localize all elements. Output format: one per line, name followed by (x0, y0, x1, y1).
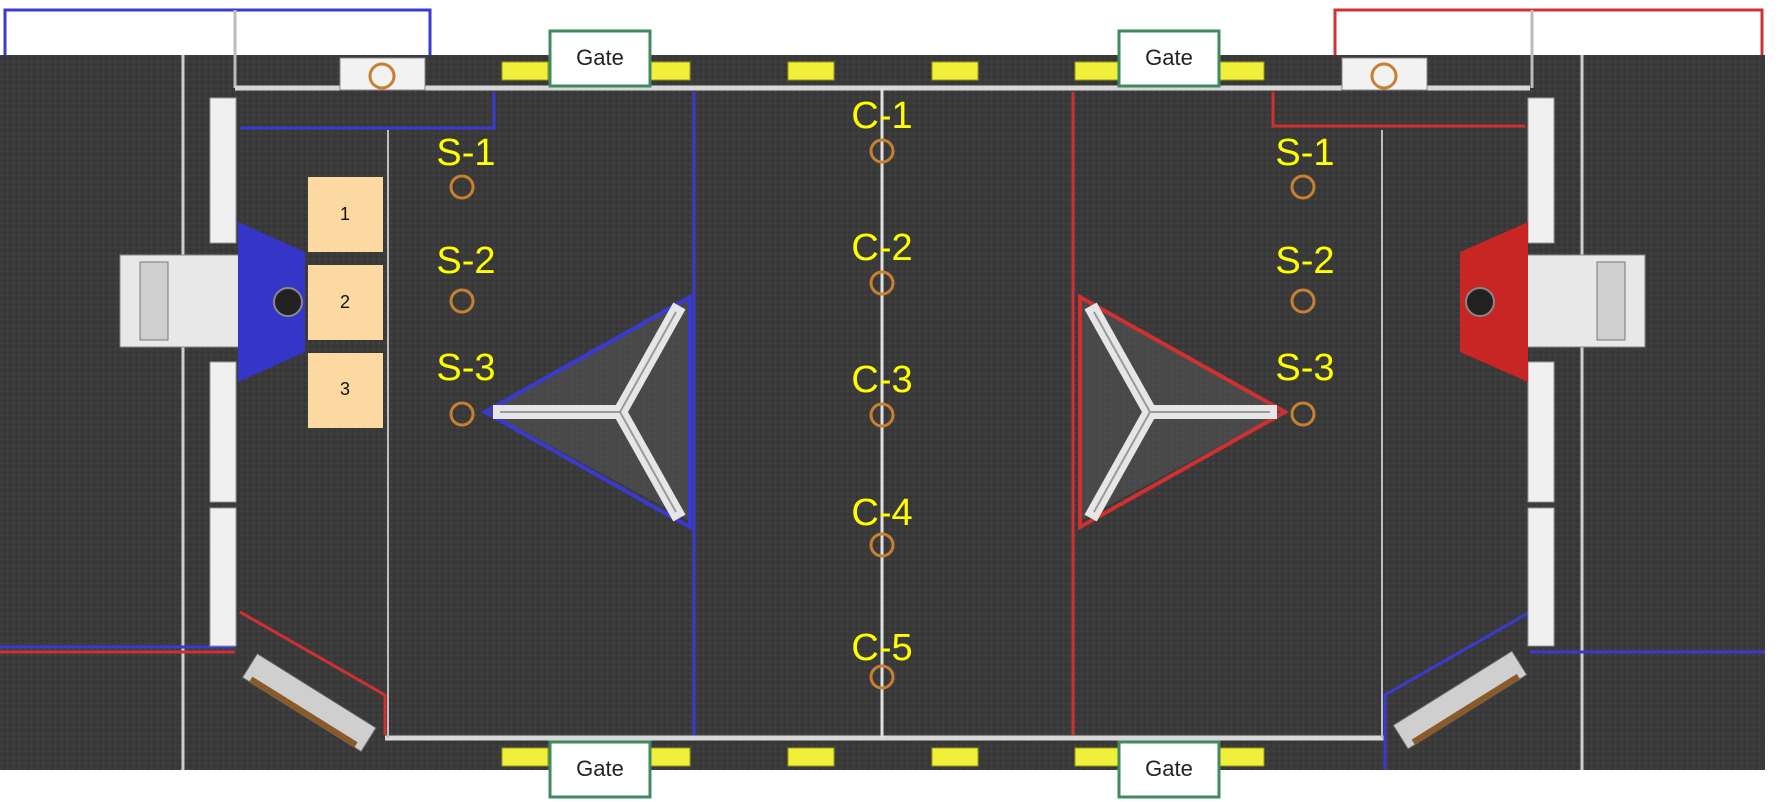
wall-left-upper (209, 97, 237, 244)
spot-label: S-3 (1275, 347, 1334, 389)
start-position-label: 1 (340, 204, 350, 224)
center-spot-c1: C-1 (851, 95, 913, 164)
spot-label: C-3 (851, 359, 912, 401)
right-spot-s3: S-3 (1275, 347, 1335, 427)
start-position-label: 3 (340, 379, 350, 399)
center-spot-c5: C-5 (851, 627, 913, 690)
bottom-right-corner-goal (1392, 650, 1528, 750)
blue-top-box (3, 8, 432, 55)
right-spot-s1: S-1 (1275, 132, 1335, 200)
wall-right-lower (1527, 507, 1555, 647)
center-spot-c4: C-4 (851, 492, 913, 558)
red-top-box (1333, 8, 1764, 55)
spot-label: S-1 (436, 132, 495, 174)
red-center-structure (1078, 293, 1290, 531)
yellow-markers-top (501, 61, 1265, 81)
spot-label: C-5 (851, 627, 912, 669)
wall-left-lower (209, 507, 237, 647)
gate-bottom-right: Gate (1117, 740, 1221, 799)
left-spot-s3: S-3 (436, 347, 496, 427)
blue-center-structure (480, 293, 692, 531)
left-spot-s2: S-2 (436, 240, 496, 314)
start-position-3: 3 (308, 353, 383, 428)
wall-right-mid (1527, 361, 1555, 503)
top-left-goal (339, 57, 426, 91)
spot-label: S-2 (436, 240, 495, 282)
center-spot-c3: C-3 (851, 359, 913, 428)
right-spot-s2: S-2 (1275, 240, 1335, 314)
gate-top-right: Gate (1117, 29, 1221, 88)
start-position-label: 2 (340, 292, 350, 312)
gate-label: Gate (576, 45, 624, 70)
start-position-2: 2 (308, 265, 383, 340)
spot-label: C-1 (851, 95, 912, 137)
center-spot-c2: C-2 (851, 227, 913, 296)
spot-label: S-3 (436, 347, 495, 389)
wall-right-upper (1527, 97, 1555, 244)
gate-label: Gate (1145, 756, 1193, 781)
blue-lower-right-line (1383, 610, 1531, 770)
left-spot-s1: S-1 (436, 132, 496, 200)
yellow-markers-bottom (501, 747, 1265, 767)
top-right-goal (1341, 57, 1428, 91)
spot-label: C-4 (851, 492, 912, 534)
bottom-left-corner-goal (241, 652, 377, 753)
spot-label: S-2 (1275, 240, 1334, 282)
gate-label: Gate (576, 756, 624, 781)
gate-top-left: Gate (548, 29, 652, 88)
blue-corner-line (240, 92, 496, 130)
red-lower-left-line (0, 610, 387, 735)
blue-alliance-station (119, 222, 305, 382)
wall-left-mid (209, 361, 237, 503)
spot-label: C-2 (851, 227, 912, 269)
red-corner-line (1271, 92, 1525, 128)
gate-label: Gate (1145, 45, 1193, 70)
spot-label: S-1 (1275, 132, 1334, 174)
gate-bottom-left: Gate (548, 740, 652, 799)
red-alliance-station (1460, 222, 1646, 382)
start-position-1: 1 (308, 177, 383, 252)
